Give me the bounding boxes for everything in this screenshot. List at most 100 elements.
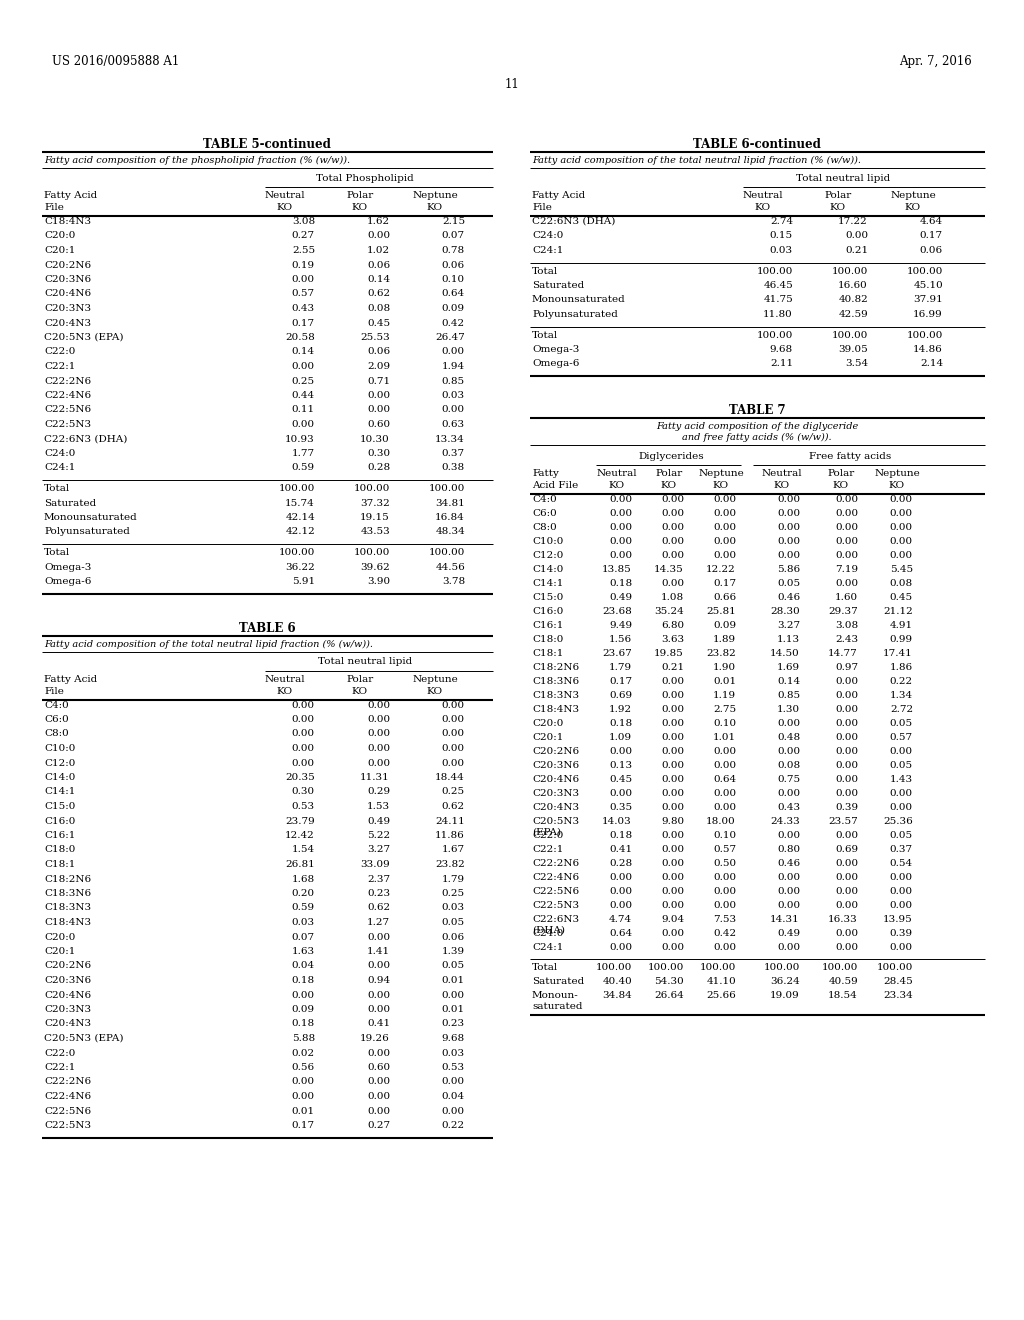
Text: 0.00: 0.00: [713, 902, 736, 909]
Text: 0.00: 0.00: [660, 510, 684, 517]
Text: 0.05: 0.05: [890, 762, 913, 770]
Text: 0.00: 0.00: [442, 1106, 465, 1115]
Text: C22:0: C22:0: [44, 347, 76, 356]
Text: 0.10: 0.10: [713, 719, 736, 729]
Text: C20:3N6: C20:3N6: [44, 975, 91, 985]
Text: 0.75: 0.75: [777, 775, 800, 784]
Text: 0.00: 0.00: [660, 803, 684, 812]
Text: 1.89: 1.89: [713, 635, 736, 644]
Text: 0.00: 0.00: [609, 902, 632, 909]
Text: C14:0: C14:0: [44, 774, 76, 781]
Text: Saturated: Saturated: [532, 977, 585, 986]
Text: 54.30: 54.30: [654, 977, 684, 986]
Text: KO: KO: [352, 203, 368, 213]
Text: 0.00: 0.00: [777, 537, 800, 546]
Text: 0.01: 0.01: [713, 677, 736, 686]
Text: 0.00: 0.00: [292, 362, 315, 371]
Text: 0.00: 0.00: [835, 762, 858, 770]
Text: 40.82: 40.82: [839, 296, 868, 305]
Text: 0.04: 0.04: [442, 1092, 465, 1101]
Text: 0.39: 0.39: [890, 929, 913, 939]
Text: 1.56: 1.56: [609, 635, 632, 644]
Text: 100.00: 100.00: [757, 267, 793, 276]
Text: 0.50: 0.50: [713, 859, 736, 869]
Text: 14.86: 14.86: [913, 345, 943, 354]
Text: 0.00: 0.00: [777, 789, 800, 799]
Text: 33.09: 33.09: [360, 861, 390, 869]
Text: 3.08: 3.08: [835, 620, 858, 630]
Text: 0.27: 0.27: [367, 1121, 390, 1130]
Text: 1.09: 1.09: [609, 733, 632, 742]
Text: Neutral: Neutral: [597, 469, 637, 478]
Text: 0.00: 0.00: [292, 1077, 315, 1086]
Text: 0.00: 0.00: [835, 690, 858, 700]
Text: Fatty Acid: Fatty Acid: [44, 675, 97, 684]
Text: 1.68: 1.68: [292, 874, 315, 883]
Text: 3.27: 3.27: [777, 620, 800, 630]
Text: C22:0: C22:0: [44, 1048, 76, 1057]
Text: TABLE 6: TABLE 6: [239, 622, 295, 635]
Text: 0.14: 0.14: [777, 677, 800, 686]
Text: 0.13: 0.13: [609, 762, 632, 770]
Text: 0.06: 0.06: [442, 260, 465, 269]
Text: 0.64: 0.64: [609, 929, 632, 939]
Text: C22:5N6: C22:5N6: [44, 1106, 91, 1115]
Text: C16:0: C16:0: [532, 607, 563, 616]
Text: Omega-3: Omega-3: [532, 345, 580, 354]
Text: 1.02: 1.02: [367, 246, 390, 255]
Text: 100.00: 100.00: [353, 548, 390, 557]
Text: 0.23: 0.23: [442, 1019, 465, 1028]
Text: 0.62: 0.62: [367, 903, 390, 912]
Text: 100.00: 100.00: [279, 548, 315, 557]
Text: 0.03: 0.03: [442, 1048, 465, 1057]
Text: 100.00: 100.00: [429, 484, 465, 492]
Text: Neptune: Neptune: [698, 469, 743, 478]
Text: C22:1: C22:1: [532, 845, 563, 854]
Text: 2.11: 2.11: [770, 359, 793, 368]
Text: KO: KO: [427, 203, 443, 213]
Text: 5.45: 5.45: [890, 565, 913, 574]
Text: 0.17: 0.17: [609, 677, 632, 686]
Text: C24:1: C24:1: [532, 246, 563, 255]
Text: 40.40: 40.40: [602, 977, 632, 986]
Text: 28.45: 28.45: [884, 977, 913, 986]
Text: Neutral: Neutral: [762, 469, 803, 478]
Text: C22:6N3: C22:6N3: [532, 915, 580, 924]
Text: 43.53: 43.53: [360, 528, 390, 536]
Text: and free fatty acids (% (w/w)).: and free fatty acids (% (w/w)).: [682, 433, 831, 442]
Text: 42.14: 42.14: [286, 513, 315, 521]
Text: KO: KO: [905, 203, 921, 213]
Text: C24:0: C24:0: [44, 449, 76, 458]
Text: Polar: Polar: [346, 675, 374, 684]
Text: Polar: Polar: [346, 191, 374, 201]
Text: 0.00: 0.00: [713, 803, 736, 812]
Text: C20:2N6: C20:2N6: [44, 961, 91, 970]
Text: 26.64: 26.64: [654, 991, 684, 1001]
Text: C4:0: C4:0: [532, 495, 557, 504]
Text: 10.30: 10.30: [360, 434, 390, 444]
Text: 0.00: 0.00: [442, 730, 465, 738]
Text: File: File: [44, 203, 63, 213]
Text: 0.60: 0.60: [367, 1063, 390, 1072]
Text: 0.11: 0.11: [292, 405, 315, 414]
Text: 0.00: 0.00: [713, 789, 736, 799]
Text: 14.35: 14.35: [654, 565, 684, 574]
Text: 0.03: 0.03: [770, 246, 793, 255]
Text: 0.05: 0.05: [442, 917, 465, 927]
Text: 100.00: 100.00: [821, 964, 858, 972]
Text: 0.03: 0.03: [292, 917, 315, 927]
Text: 0.59: 0.59: [292, 463, 315, 473]
Text: Neptune: Neptune: [412, 675, 458, 684]
Text: 0.00: 0.00: [660, 677, 684, 686]
Text: 28.30: 28.30: [770, 607, 800, 616]
Text: 0.00: 0.00: [442, 990, 465, 999]
Text: 0.00: 0.00: [660, 705, 684, 714]
Text: 11: 11: [505, 78, 519, 91]
Text: 0.05: 0.05: [442, 961, 465, 970]
Text: C18:3N3: C18:3N3: [532, 690, 580, 700]
Text: 0.56: 0.56: [292, 1063, 315, 1072]
Text: 0.85: 0.85: [442, 376, 465, 385]
Text: 0.57: 0.57: [890, 733, 913, 742]
Text: 25.81: 25.81: [707, 607, 736, 616]
Text: 100.00: 100.00: [877, 964, 913, 972]
